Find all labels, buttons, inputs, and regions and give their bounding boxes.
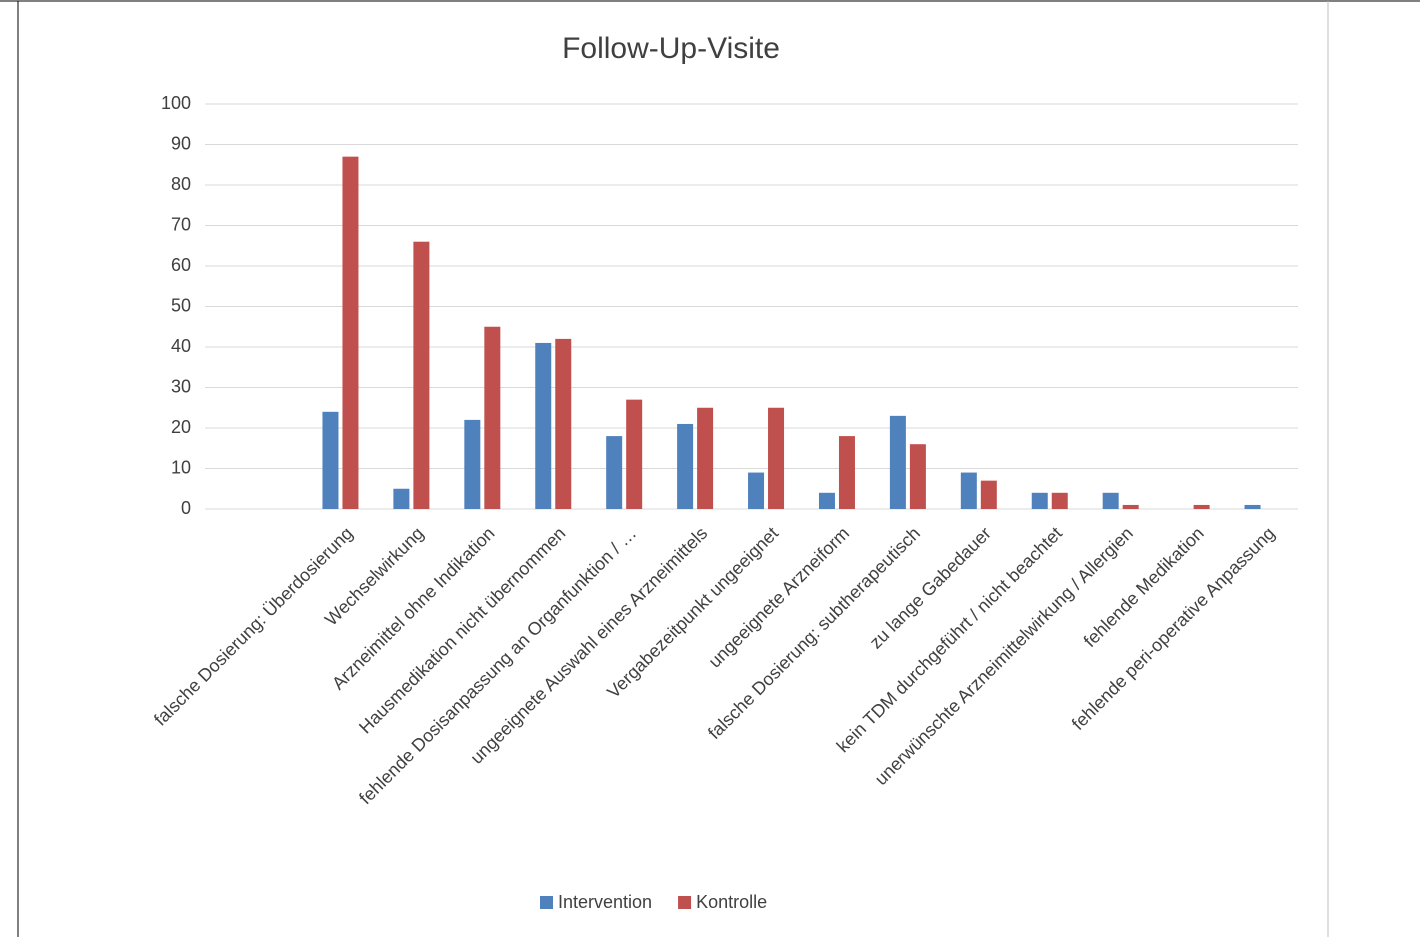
y-tick-label: 0 xyxy=(181,498,191,518)
x-tick-label: zu lange Gabedauer xyxy=(866,523,995,652)
bar xyxy=(484,326,501,509)
bar xyxy=(413,241,430,509)
legend-label: Intervention xyxy=(558,892,652,912)
bar xyxy=(909,444,926,509)
bar xyxy=(1031,492,1048,509)
bar xyxy=(1122,504,1139,509)
bar xyxy=(677,423,694,509)
y-tick-label: 70 xyxy=(171,214,191,234)
y-tick-label: 50 xyxy=(171,295,191,315)
x-tick-label: fehlende Medikation xyxy=(1080,523,1208,651)
bar xyxy=(768,407,785,509)
bar xyxy=(535,342,552,509)
legend-label: Kontrolle xyxy=(696,892,767,912)
y-tick-label: 20 xyxy=(171,417,191,437)
y-tick-label: 40 xyxy=(171,336,191,356)
bar xyxy=(818,492,835,509)
bar xyxy=(960,472,977,509)
x-tick-label: ungeeignete Arzneiform xyxy=(705,523,854,672)
bar xyxy=(1051,492,1068,509)
bar xyxy=(748,472,765,509)
bar xyxy=(555,338,572,509)
bar xyxy=(606,436,623,509)
legend-swatch xyxy=(678,896,692,909)
bar xyxy=(889,415,906,509)
x-tick-label: falsche Dosierung: Überdosierung xyxy=(150,523,357,730)
x-tick-label: unerwünschte Arzneimittelwirkung / Aller… xyxy=(871,523,1137,789)
bar xyxy=(1102,492,1119,509)
y-tick-label: 30 xyxy=(171,376,191,396)
bar xyxy=(1244,504,1261,509)
bar xyxy=(838,436,855,509)
bar xyxy=(393,488,410,509)
bar xyxy=(342,156,359,509)
bar xyxy=(1193,504,1210,509)
y-tick-label: 80 xyxy=(171,174,191,194)
bar xyxy=(626,399,643,509)
y-tick-label: 100 xyxy=(161,93,191,113)
chart-title: Follow-Up-Visite xyxy=(562,32,780,65)
y-tick-label: 10 xyxy=(171,457,191,477)
y-tick-label: 90 xyxy=(171,133,191,153)
bar xyxy=(697,407,714,509)
bar xyxy=(464,419,481,509)
y-tick-label: 60 xyxy=(171,255,191,275)
legend-swatch xyxy=(540,896,553,909)
bar xyxy=(322,411,339,509)
bar xyxy=(980,480,997,509)
